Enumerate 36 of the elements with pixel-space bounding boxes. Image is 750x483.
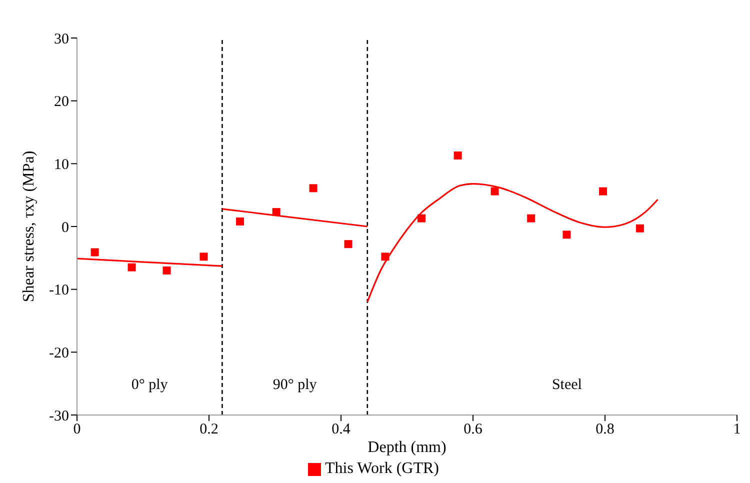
- point: [309, 184, 318, 192]
- line-series: [366, 182, 659, 303]
- x-axis-title: Depth (mm): [368, 439, 446, 456]
- y-tick-label: -10: [49, 282, 69, 299]
- annotation: 90° ply: [272, 377, 318, 394]
- x-tick-label: 0.6: [464, 422, 483, 438]
- y-tick-label: 30: [54, 31, 69, 48]
- point: [236, 217, 244, 226]
- point: [90, 248, 99, 256]
- annotation: 0° ply: [131, 377, 168, 394]
- y-tick-label: 20: [54, 94, 69, 110]
- y-tick-label: 0: [62, 220, 69, 236]
- point: [162, 266, 171, 274]
- point: [454, 152, 462, 160]
- point: [200, 252, 208, 261]
- x-tick-label: 1: [733, 422, 741, 438]
- legend-label: This Work (GTR): [325, 460, 439, 477]
- point: [418, 214, 426, 222]
- y-axis-title: Shear stress, τxy (MPa): [20, 150, 38, 302]
- x-tick-label: 0: [73, 422, 81, 438]
- y-tick-label: -30: [49, 408, 69, 424]
- point: [527, 214, 536, 222]
- point: [128, 263, 136, 272]
- y-tick-label: 10: [54, 156, 69, 173]
- point: [490, 187, 499, 196]
- point: [599, 187, 608, 196]
- annotation: Steel: [552, 377, 582, 394]
- x-tick-label: 0.8: [596, 422, 614, 438]
- point: [381, 252, 390, 261]
- point: [344, 240, 352, 248]
- x-tick-label: 0.4: [332, 422, 351, 438]
- y-tick-label: -20: [49, 345, 69, 362]
- point: [636, 224, 644, 232]
- point: [272, 208, 280, 216]
- x-tick-label: 0.2: [200, 422, 218, 438]
- point: [562, 230, 571, 239]
